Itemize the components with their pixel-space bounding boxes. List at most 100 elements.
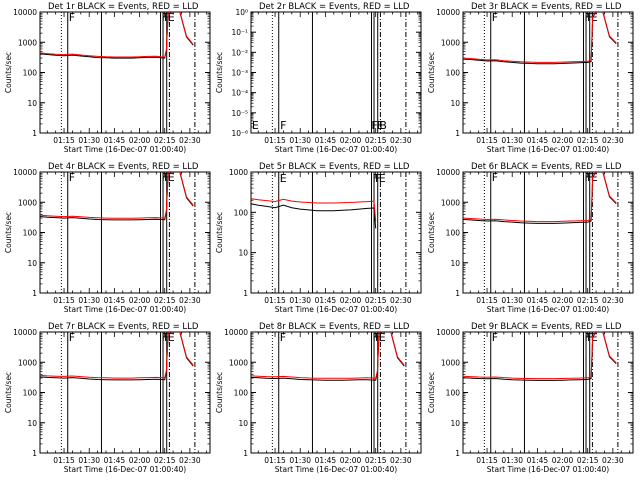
- y-tick-label: 1: [455, 449, 460, 458]
- y-tick-label: 100: [234, 389, 249, 398]
- event-marker-label: E: [168, 171, 175, 184]
- plot-frame: [250, 171, 422, 294]
- series-line-lld: [463, 172, 617, 223]
- event-marker-label: F: [69, 11, 75, 24]
- chart-title: Det 9r BLACK = Events, RED = LLD: [471, 322, 622, 332]
- y-tick-label: 10: [238, 419, 248, 428]
- x-tick-label: 01:15: [264, 456, 286, 465]
- x-tick-label: 02:15: [365, 136, 387, 145]
- y-tick-label: 1: [32, 129, 37, 138]
- y-tick-label: 1: [455, 289, 460, 298]
- event-marker-label: F: [492, 171, 498, 184]
- y-tick-label: 10⁻³: [231, 69, 248, 78]
- x-axis-label: Start Time (16-Dec-07 01:00:40): [487, 145, 609, 154]
- x-tick-label: 02:00: [552, 456, 574, 465]
- event-marker-label: F: [587, 11, 593, 24]
- x-tick-label: 02:15: [154, 296, 176, 305]
- x-tick-label: 01:30: [501, 296, 523, 305]
- x-tick-label: 01:30: [78, 136, 100, 145]
- x-tick-label: 02:30: [179, 136, 201, 145]
- chart-title: Det 6r BLACK = Events, RED = LLD: [471, 162, 622, 172]
- y-axis-label: Counts/sec: [4, 372, 13, 413]
- x-tick-label: 01:30: [289, 296, 311, 305]
- x-axis-label: Start Time (16-Dec-07 01:00:40): [275, 465, 397, 474]
- event-marker-label: E: [591, 11, 598, 24]
- y-tick-label: 10000: [436, 168, 460, 177]
- x-tick-label: 01:45: [104, 136, 126, 145]
- x-tick-label: 02:00: [129, 456, 151, 465]
- y-tick-label: 1000: [441, 38, 460, 47]
- x-tick-label: 01:45: [315, 296, 337, 305]
- event-marker-label: E: [379, 172, 386, 185]
- event-marker-label: F: [492, 11, 498, 24]
- y-tick-label: 10: [27, 99, 37, 108]
- y-tick-label: 1000: [18, 358, 37, 367]
- y-tick-label: 100: [23, 69, 38, 78]
- y-tick-label: 10000: [224, 328, 248, 337]
- chart-title: Det 7r BLACK = Events, RED = LLD: [48, 322, 199, 332]
- y-tick-label: 100: [234, 208, 249, 217]
- x-tick-label: 01:30: [289, 136, 311, 145]
- y-tick-label: 10000: [13, 168, 37, 177]
- event-marker-label: E: [168, 11, 175, 24]
- series-line-events: [40, 172, 194, 221]
- y-axis-label: Counts/sec: [215, 212, 224, 253]
- x-tick-label: 02:30: [179, 456, 201, 465]
- y-tick-label: 10000: [436, 8, 460, 17]
- x-tick-label: 02:30: [602, 296, 624, 305]
- x-tick-label: 01:45: [104, 296, 126, 305]
- y-tick-label: 100: [446, 69, 461, 78]
- event-marker-label: F: [164, 171, 170, 184]
- x-tick-label: 01:15: [476, 296, 498, 305]
- y-tick-label: 1: [32, 449, 37, 458]
- y-tick-label: 10: [450, 99, 460, 108]
- chart-panel-6: Det 6r BLACK = Events, RED = LLD 1 10 100 10…: [427, 162, 634, 314]
- y-tick-label: 1000: [229, 168, 248, 177]
- chart-title: Det 8r BLACK = Events, RED = LLD: [259, 322, 410, 332]
- event-marker-label: F: [373, 172, 379, 185]
- event-marker-label: F: [162, 11, 168, 24]
- y-tick-label: 10⁻⁶: [231, 129, 248, 138]
- y-tick-label: 10⁻⁵: [231, 109, 248, 118]
- x-tick-label: 01:15: [53, 296, 75, 305]
- event-marker-label: F: [69, 331, 75, 344]
- x-tick-label: 01:30: [78, 456, 100, 465]
- x-tick-label: 02:30: [390, 456, 412, 465]
- y-tick-label: 1000: [18, 198, 37, 207]
- chart-title: Det 5r BLACK = Events, RED = LLD: [259, 162, 410, 172]
- x-tick-label: 01:15: [53, 456, 75, 465]
- plot-frame: [250, 11, 422, 134]
- y-tick-label: 100: [446, 229, 461, 238]
- x-axis-label: Start Time (16-Dec-07 01:00:40): [64, 305, 186, 314]
- y-tick-label: 10⁻²: [231, 48, 248, 57]
- series-line-events: [40, 332, 194, 381]
- y-tick-label: 1000: [441, 198, 460, 207]
- y-tick-label: 10⁰: [235, 8, 248, 17]
- x-tick-label: 01:15: [264, 296, 286, 305]
- series-line-events: [251, 203, 377, 229]
- x-tick-label: 02:00: [552, 136, 574, 145]
- chart-panel-8: Det 8r BLACK = Events, RED = LLD 1 10 100 10…: [215, 322, 422, 474]
- x-tick-label: 02:15: [154, 136, 176, 145]
- x-tick-label: 01:30: [501, 456, 523, 465]
- series-line-lld: [40, 172, 194, 219]
- event-marker-label: F: [492, 331, 498, 344]
- event-marker-label: F: [375, 172, 381, 185]
- x-tick-label: 01:45: [527, 136, 549, 145]
- chart-panel-2: Det 2r BLACK = Events, RED = LLD 10⁻⁶ 10⁻⁵…: [215, 2, 422, 154]
- series-line-lld: [251, 198, 377, 222]
- y-tick-label: 1: [243, 289, 248, 298]
- y-tick-label: 10: [27, 419, 37, 428]
- y-tick-label: 100: [23, 389, 38, 398]
- event-marker-label: E: [280, 172, 287, 185]
- event-marker-label: F: [585, 331, 591, 344]
- chart-panel-4: Det 4r BLACK = Events, RED = LLD 1 10 100 10…: [4, 162, 211, 314]
- y-tick-label: 10⁻¹: [231, 28, 248, 37]
- event-marker-label: F: [162, 331, 168, 344]
- y-tick-label: 1: [243, 449, 248, 458]
- x-tick-label: 02:00: [340, 456, 362, 465]
- chart-title: Det 4r BLACK = Events, RED = LLD: [48, 162, 199, 172]
- x-axis-label: Start Time (16-Dec-07 01:00:40): [487, 305, 609, 314]
- x-tick-label: 01:15: [53, 136, 75, 145]
